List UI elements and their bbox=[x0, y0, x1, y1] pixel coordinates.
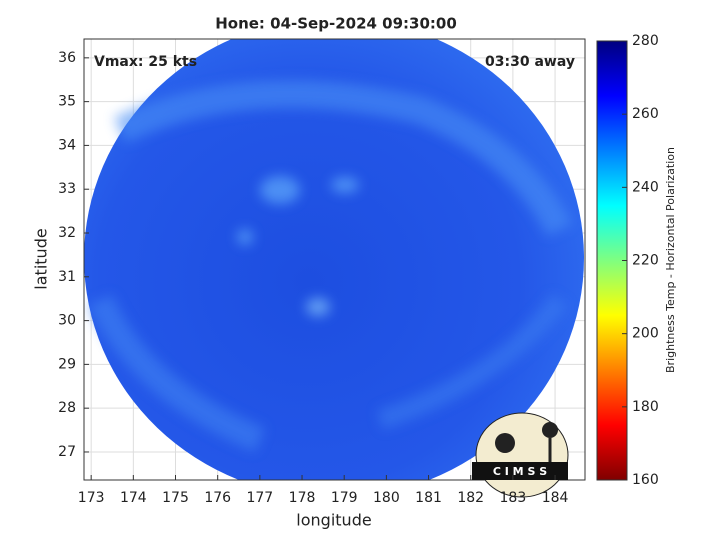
x-tick-label: 178 bbox=[289, 490, 316, 506]
cimss-logo: C I M S S bbox=[472, 412, 569, 498]
colorbar-tick-label: 180 bbox=[632, 399, 659, 415]
x-axis-label: longitude bbox=[296, 511, 371, 530]
x-tick-label: 184 bbox=[542, 490, 569, 506]
annotation: Vmax: 25 kts bbox=[94, 54, 197, 70]
y-tick-label: 33 bbox=[58, 181, 76, 197]
logo-text: C I M S S bbox=[493, 465, 547, 478]
satellite-image bbox=[84, 39, 584, 480]
y-tick-label: 36 bbox=[58, 50, 76, 66]
axes-frame bbox=[83, 38, 586, 481]
y-tick-label: 32 bbox=[58, 225, 76, 241]
y-tick-label: 30 bbox=[58, 313, 76, 329]
colorbar-tick-label: 160 bbox=[632, 472, 659, 488]
x-tick-label: 174 bbox=[120, 490, 147, 506]
x-tick-label: 179 bbox=[331, 490, 358, 506]
y-tick-label: 34 bbox=[58, 137, 76, 153]
x-tick-label: 176 bbox=[204, 490, 231, 506]
swath bbox=[84, 39, 584, 480]
y-tick-label: 27 bbox=[58, 444, 76, 460]
y-tick-label: 31 bbox=[58, 269, 76, 285]
colorbar-tick-label: 240 bbox=[632, 179, 659, 195]
chart-title: Hone: 04-Sep-2024 09:30:00 bbox=[215, 15, 457, 33]
x-tick-label: 183 bbox=[500, 490, 527, 506]
y-tick-label: 35 bbox=[58, 94, 76, 110]
y-axis-label: latitude bbox=[32, 228, 51, 289]
x-tick-label: 175 bbox=[162, 490, 189, 506]
colorbar-tick-label: 260 bbox=[632, 106, 659, 122]
annotation: 03:30 away bbox=[485, 54, 575, 70]
colorbar-label: Brightness Temp - Horizontal Polarizatio… bbox=[664, 147, 677, 373]
colorbar-tick-label: 280 bbox=[632, 33, 659, 49]
y-tick-label: 29 bbox=[58, 356, 76, 372]
x-tick-label: 181 bbox=[415, 490, 442, 506]
x-tick-label: 182 bbox=[457, 490, 484, 506]
texture bbox=[88, 80, 573, 452]
colorbar-tick-label: 200 bbox=[632, 326, 659, 342]
x-tick-label: 173 bbox=[78, 490, 105, 506]
x-tick-label: 180 bbox=[373, 490, 400, 506]
y-tick-label: 28 bbox=[58, 400, 76, 416]
colorbar-tick-label: 220 bbox=[632, 253, 659, 269]
x-tick-label: 177 bbox=[246, 490, 273, 506]
